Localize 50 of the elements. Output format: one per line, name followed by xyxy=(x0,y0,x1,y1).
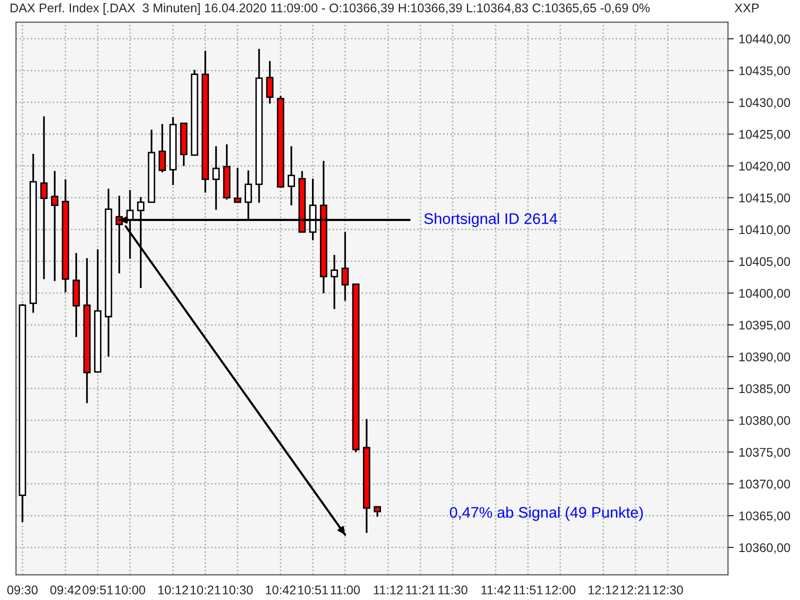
chart-title: DAX Perf. Index [.DAX 3 Minuten] 16.04.2020 11:09:00 - O:10366,39 H:10366,39 L:10364,83 C:10365,65 -0,69 0% xyxy=(10,3,650,15)
x-tick-label: 12:21 xyxy=(620,586,651,594)
x-tick-label: 10:12 xyxy=(158,586,188,594)
x-tick-label: 10:51 xyxy=(298,586,328,594)
x-tick-label: 11:21 xyxy=(406,586,435,594)
x-tick-label: 11:42 xyxy=(481,586,510,594)
x-tick-label: 12:30 xyxy=(653,586,683,594)
y-tick-label: 10360,00 xyxy=(739,543,790,554)
x-tick-label: 11:00 xyxy=(330,586,360,594)
y-tick-label: 10385,00 xyxy=(739,384,790,395)
x-tick-label: 09:42 xyxy=(50,586,80,594)
y-tick-label: 10375,00 xyxy=(739,448,790,458)
candlestick xyxy=(51,170,58,282)
x-tick-label: 11:12 xyxy=(374,586,403,594)
y-tick-label: 10430,00 xyxy=(739,98,790,108)
candlestick xyxy=(234,166,242,203)
candlestick xyxy=(341,231,349,302)
x-tick-label: 09:51 xyxy=(82,586,113,594)
candlestick xyxy=(212,145,220,211)
text: XXP xyxy=(734,4,759,12)
y-tick-label: 10435,00 xyxy=(739,66,790,77)
x-tick-label: 12:00 xyxy=(546,586,576,594)
y-tick-label: 10415,00 xyxy=(739,194,790,204)
y-tick-label: 10440,00 xyxy=(739,34,790,45)
y-tick-label: 10380,00 xyxy=(739,416,790,426)
y-tick-label: 10420,00 xyxy=(739,162,790,172)
candlestick xyxy=(40,115,48,280)
candlestick xyxy=(158,123,166,174)
x-tick-label: 10:00 xyxy=(115,586,146,594)
y-tick-label: 10405,00 xyxy=(739,257,790,268)
y-tick-label: 10390,00 xyxy=(739,352,790,363)
x-tick-label: 10:21 xyxy=(190,586,220,594)
candlestick xyxy=(374,506,382,518)
x-tick-label: 10:42 xyxy=(266,586,296,594)
y-tick-label: 10425,00 xyxy=(739,130,790,140)
y-tick-label: 10395,00 xyxy=(739,320,790,332)
x-tick-label: 10:30 xyxy=(222,586,253,594)
y-tick-label: 10410,00 xyxy=(739,225,790,236)
x-tick-label: 09:30 xyxy=(7,586,38,594)
candlestick xyxy=(266,60,274,104)
x-tick-label: 11:30 xyxy=(438,586,468,594)
candlestick xyxy=(330,254,338,310)
annotation: 0,47% ab Signal (49 Punkte) xyxy=(450,506,643,521)
y-tick-label: 10365,00 xyxy=(739,511,790,522)
x-tick-label: 11:51 xyxy=(514,586,543,594)
y-tick-label: 10370,00 xyxy=(739,480,790,490)
x-tick-label: 12:12 xyxy=(588,586,618,594)
y-tick-label: 10400,00 xyxy=(739,288,790,300)
annotation: Shortsignal ID 2614 xyxy=(424,212,558,228)
candlestick xyxy=(288,145,295,206)
